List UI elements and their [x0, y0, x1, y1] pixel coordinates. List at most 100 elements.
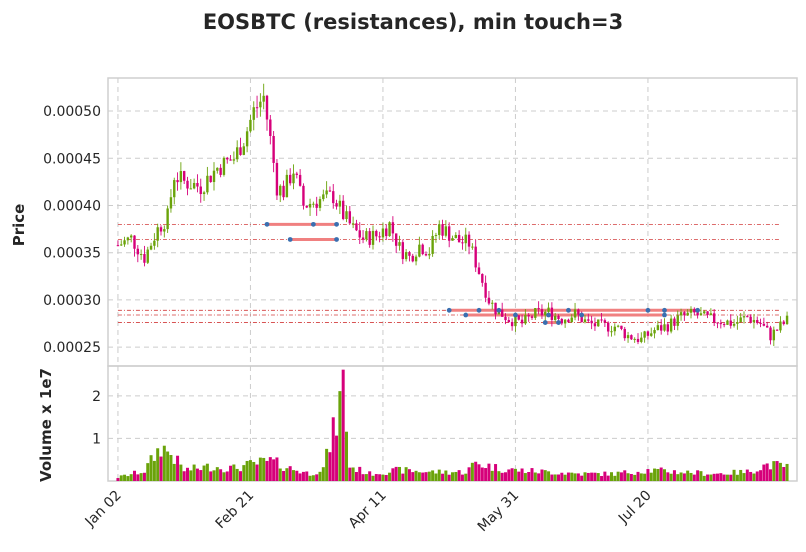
- candle-body: [371, 230, 375, 245]
- candle-body: [560, 318, 564, 324]
- candle-body: [189, 188, 193, 190]
- volume-bar: [192, 464, 196, 481]
- volume-bar: [116, 478, 120, 481]
- volume-bar: [639, 473, 643, 481]
- volume-bar: [696, 470, 700, 481]
- candle-body: [298, 174, 302, 186]
- candle-body: [229, 159, 232, 161]
- volume-bar: [596, 473, 600, 481]
- candle-body: [169, 197, 173, 209]
- candle-body: [659, 325, 663, 331]
- candle-body: [587, 319, 590, 321]
- candle-body: [570, 317, 573, 323]
- candle-body: [603, 320, 607, 323]
- candle-body: [414, 256, 418, 262]
- candle-body: [620, 325, 623, 329]
- volume-bar: [258, 457, 262, 481]
- volume-bar: [527, 471, 531, 481]
- volume-bar: [494, 464, 498, 481]
- volume-bar: [354, 471, 358, 481]
- candle-body: [173, 180, 176, 198]
- touch-marker: [446, 307, 452, 313]
- candle-body: [527, 315, 530, 317]
- volume-bar: [407, 469, 411, 481]
- candle-body: [640, 337, 643, 342]
- candle-body: [186, 180, 189, 189]
- candle-body: [646, 331, 650, 336]
- candle-body: [597, 319, 600, 327]
- volume-bar: [513, 468, 517, 481]
- touch-marker: [662, 312, 667, 318]
- candle-body: [438, 224, 441, 236]
- volume-bar: [484, 468, 488, 481]
- candle-body: [630, 335, 633, 340]
- volume-bar: [600, 476, 604, 481]
- volume-tick-label: 2: [92, 389, 101, 405]
- candle-body: [285, 174, 289, 198]
- candle-body: [557, 315, 560, 319]
- candle-body: [656, 325, 660, 330]
- candle-body: [461, 242, 464, 244]
- volume-bar: [563, 474, 567, 481]
- volume-bar: [626, 473, 630, 481]
- candle-body: [401, 242, 405, 260]
- candle-body: [457, 234, 461, 243]
- candle-body: [537, 308, 540, 310]
- candle-body: [398, 242, 401, 246]
- candle-body: [722, 324, 726, 326]
- volume-bar: [142, 472, 146, 481]
- volume-bar: [225, 471, 229, 481]
- volume-bar: [338, 391, 342, 481]
- candle-body: [699, 313, 703, 316]
- candle-body: [441, 224, 444, 236]
- candle-body: [245, 131, 249, 147]
- candle-body: [679, 312, 683, 316]
- candle-body: [530, 316, 534, 318]
- candle-body: [292, 173, 295, 184]
- touch-marker: [546, 312, 551, 318]
- candle-body: [378, 236, 381, 238]
- volume-bar: [669, 473, 673, 481]
- candle-body: [517, 315, 520, 320]
- volume-bar: [537, 473, 541, 481]
- volume-panel-frame: [107, 365, 798, 482]
- candle-body: [348, 211, 352, 224]
- candle-body: [772, 329, 776, 341]
- candle-body: [345, 211, 348, 220]
- volume-bar: [252, 461, 256, 481]
- touch-marker: [556, 320, 561, 325]
- candle-body: [454, 234, 458, 239]
- candle-body: [653, 329, 656, 334]
- volume-bar: [523, 473, 527, 481]
- volume-bar: [119, 475, 123, 481]
- volume-bar: [606, 475, 610, 481]
- candle-body: [209, 175, 212, 183]
- volume-bar: [126, 476, 130, 481]
- volume-bar: [321, 467, 325, 481]
- volume-y-ticks: 12: [92, 389, 101, 448]
- volume-bar: [517, 471, 521, 481]
- price-tick-label: 0.00035: [43, 246, 101, 262]
- volume-bar: [156, 448, 160, 481]
- candle-body: [553, 315, 557, 320]
- volume-bar: [268, 457, 272, 481]
- volume-bar: [580, 475, 584, 481]
- candle-body: [219, 167, 222, 175]
- candle-body: [606, 322, 610, 332]
- volume-bar: [643, 473, 647, 481]
- volume-bar: [659, 467, 663, 481]
- volume-bar: [646, 469, 650, 481]
- volume-bar: [447, 474, 451, 481]
- volume-bar: [262, 457, 266, 481]
- volume-bar: [301, 471, 305, 481]
- candle-body: [288, 174, 292, 184]
- touch-marker: [334, 237, 339, 242]
- volume-bar: [295, 470, 299, 481]
- candle-body: [636, 338, 640, 342]
- volume-bar: [583, 472, 587, 481]
- candle-body: [769, 327, 772, 341]
- candle-body: [206, 175, 209, 193]
- touch-marker: [287, 237, 293, 242]
- volume-bar: [123, 474, 127, 481]
